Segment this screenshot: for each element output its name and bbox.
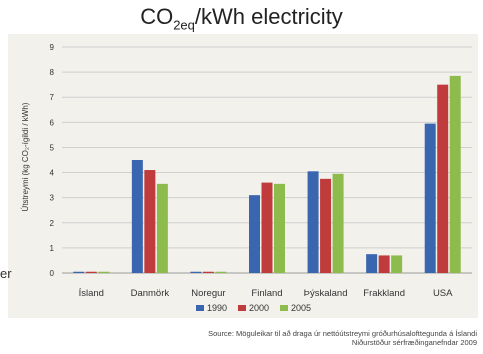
bar — [98, 271, 110, 273]
bar-chart: 0 1 2 3 4 5 6 7 8 9 Ísland Danmörk Noregur Finland Þý… — [21, 43, 472, 313]
y-tick-label: 7 — [50, 93, 55, 102]
x-categories: Ísland Danmörk Noregur Finland Þýskaland Frak… — [79, 288, 454, 299]
legend-swatch — [280, 305, 288, 311]
x-category-label: Frakkland — [363, 288, 405, 299]
legend-swatch — [238, 305, 246, 311]
x-category-label: Finland — [251, 288, 282, 299]
bar — [274, 183, 285, 273]
y-tick-label: 9 — [50, 43, 55, 52]
bar — [449, 75, 461, 273]
y-ticks: 0 1 2 3 4 5 6 7 8 9 — [50, 43, 55, 278]
bar — [249, 195, 260, 273]
x-category-label: Danmörk — [131, 288, 170, 299]
bar — [424, 123, 436, 273]
y-tick-label: 4 — [50, 169, 55, 178]
x-category-label: Ísland — [79, 288, 104, 299]
stray-text: er — [0, 266, 12, 281]
y-tick-label: 5 — [50, 143, 55, 152]
bar — [156, 183, 168, 273]
bar — [437, 84, 449, 273]
x-category-label: USA — [433, 288, 453, 299]
bar — [190, 271, 202, 273]
bar — [378, 255, 390, 273]
x-category-label: Noregur — [191, 288, 225, 299]
y-axis-label: Útstreymi (kg CO₂-ígildi / kWh) — [21, 102, 30, 211]
bar — [320, 178, 332, 273]
x-category-label: Þýskaland — [304, 288, 348, 299]
source-line-2: Niðurstöður sérfræðinganefndar 2009 — [351, 338, 477, 347]
bar — [131, 160, 143, 273]
legend-label: 2000 — [249, 303, 269, 313]
bar — [73, 271, 85, 273]
y-tick-label: 3 — [50, 194, 55, 203]
bar — [85, 271, 97, 273]
bar — [144, 170, 156, 273]
bar — [202, 271, 214, 273]
bar — [366, 254, 378, 273]
legend-label: 1990 — [207, 303, 227, 313]
y-tick-label: 2 — [50, 219, 55, 228]
y-tick-label: 0 — [50, 269, 55, 278]
chart-title: CO2eq/kWh electricity — [140, 4, 343, 33]
source-line-1: Source: Möguleikar til að draga úr nettó… — [208, 329, 477, 338]
bar — [332, 173, 344, 273]
source-note: Source: Möguleikar til að draga úr nettó… — [208, 329, 477, 347]
legend: 1990 2000 2005 — [196, 303, 311, 313]
bar — [215, 271, 227, 273]
y-tick-label: 6 — [50, 118, 55, 127]
bar — [307, 171, 319, 273]
bars — [73, 75, 461, 273]
legend-swatch — [196, 305, 204, 311]
y-tick-label: 1 — [50, 244, 55, 253]
bar — [391, 255, 403, 273]
bar — [261, 182, 273, 273]
legend-label: 2005 — [291, 303, 311, 313]
y-tick-label: 8 — [50, 68, 55, 77]
